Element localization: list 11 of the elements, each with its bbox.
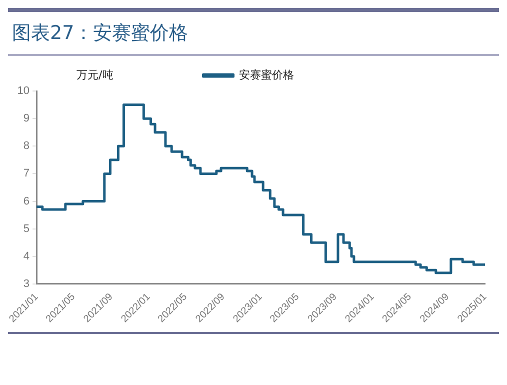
y-tick-label: 6 [23,195,30,208]
y-tick-label: 7 [23,168,30,180]
y-axis-title: 万元/吨 [76,68,114,82]
legend-label: 安赛蜜价格 [238,68,294,82]
y-tick-label: 10 [17,85,30,98]
y-tick-label: 8 [23,140,30,152]
y-tick-label: 5 [23,222,30,235]
y-tick-label: 4 [23,250,30,262]
chart-title: 图表27：安赛蜜价格 [12,21,190,46]
y-tick-label: 9 [23,112,30,125]
y-tick-label: 3 [23,278,30,290]
